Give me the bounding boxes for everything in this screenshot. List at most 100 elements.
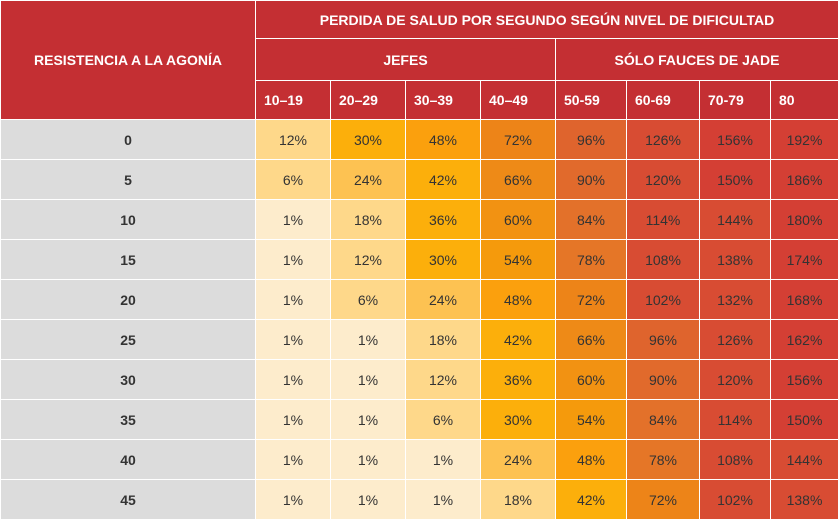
health-loss-cell: 72% <box>555 279 627 320</box>
health-loss-cell: 108% <box>626 239 700 280</box>
range-header: 20–29 <box>330 80 406 120</box>
resistance-value: 15 <box>0 239 256 280</box>
resistance-value: 40 <box>0 439 256 480</box>
health-loss-cell: 84% <box>555 199 627 240</box>
health-loss-cell: 1% <box>330 479 406 520</box>
health-loss-cell: 96% <box>555 119 627 160</box>
range-header: 10–19 <box>255 80 331 120</box>
health-loss-cell: 144% <box>699 199 771 240</box>
health-loss-cell: 60% <box>555 359 627 400</box>
table-row: 5 6% 24% 42% 66% 90% 120% 150% 186% <box>0 159 838 200</box>
health-loss-cell: 48% <box>405 119 481 160</box>
health-loss-cell: 54% <box>555 399 627 440</box>
resistance-value: 20 <box>0 279 256 320</box>
resistance-value: 45 <box>0 479 256 520</box>
health-loss-cell: 72% <box>626 479 700 520</box>
health-loss-cell: 96% <box>626 319 700 360</box>
health-loss-cell: 90% <box>555 159 627 200</box>
health-loss-cell: 48% <box>480 279 556 320</box>
table-row: 15 1% 12% 30% 54% 78% 108% 138% 174% <box>0 239 838 280</box>
range-header: 80 <box>769 80 838 120</box>
health-loss-cell: 24% <box>405 279 481 320</box>
group-header-bosses: JEFES <box>255 38 556 81</box>
resistance-value: 25 <box>0 319 256 360</box>
health-loss-cell: 36% <box>405 199 481 240</box>
health-loss-cell: 1% <box>405 439 481 480</box>
health-loss-cell: 126% <box>626 119 700 160</box>
health-loss-cell: 168% <box>769 279 838 320</box>
health-loss-cell: 1% <box>255 479 331 520</box>
resistance-value: 35 <box>0 399 256 440</box>
health-loss-cell: 156% <box>769 359 838 400</box>
health-loss-cell: 120% <box>699 359 771 400</box>
health-loss-cell: 108% <box>699 439 771 480</box>
health-loss-cell: 114% <box>699 399 771 440</box>
table-row: 20 1% 6% 24% 48% 72% 102% 132% 168% <box>0 279 838 320</box>
resistance-column-header: RESISTENCIA A LA AGONÍA <box>0 0 256 120</box>
health-loss-cell: 66% <box>480 159 556 200</box>
health-loss-cell: 54% <box>480 239 556 280</box>
health-loss-cell: 30% <box>480 399 556 440</box>
health-loss-cell: 42% <box>555 479 627 520</box>
health-loss-cell: 30% <box>330 119 406 160</box>
health-loss-cell: 114% <box>626 199 700 240</box>
health-loss-cell: 24% <box>480 439 556 480</box>
health-loss-cell: 1% <box>255 319 331 360</box>
health-loss-cell: 144% <box>769 439 838 480</box>
health-loss-cell: 162% <box>769 319 838 360</box>
health-loss-cell: 1% <box>330 359 406 400</box>
health-loss-cell: 12% <box>330 239 406 280</box>
health-loss-cell: 156% <box>699 119 771 160</box>
health-loss-cell: 150% <box>769 399 838 440</box>
health-loss-cell: 138% <box>699 239 771 280</box>
health-loss-cell: 42% <box>480 319 556 360</box>
health-loss-cell: 180% <box>769 199 838 240</box>
health-loss-cell: 6% <box>330 279 406 320</box>
health-loss-cell: 18% <box>330 199 406 240</box>
table-row: 45 1% 1% 1% 18% 42% 72% 102% 138% <box>0 479 838 520</box>
health-loss-cell: 84% <box>626 399 700 440</box>
health-loss-cell: 150% <box>699 159 771 200</box>
health-loss-cell: 6% <box>405 399 481 440</box>
range-header: 50-59 <box>555 80 627 120</box>
health-loss-cell: 1% <box>255 199 331 240</box>
health-loss-cell: 1% <box>255 239 331 280</box>
health-loss-cell: 102% <box>699 479 771 520</box>
table-row: 30 1% 1% 12% 36% 60% 90% 120% 156% <box>0 359 838 400</box>
health-loss-cell: 36% <box>480 359 556 400</box>
health-loss-cell: 72% <box>480 119 556 160</box>
range-header: 40–49 <box>480 80 556 120</box>
health-loss-cell: 66% <box>555 319 627 360</box>
health-loss-cell: 78% <box>626 439 700 480</box>
health-loss-cell: 1% <box>330 319 406 360</box>
health-loss-cell: 60% <box>480 199 556 240</box>
health-loss-cell: 1% <box>255 439 331 480</box>
table-title: PERDIDA DE SALUD POR SEGUNDO SEGÚN NIVEL… <box>254 0 838 39</box>
health-loss-cell: 1% <box>405 479 481 520</box>
health-loss-cell: 42% <box>405 159 481 200</box>
health-loss-cell: 1% <box>255 279 331 320</box>
health-loss-cell: 1% <box>330 439 406 480</box>
health-loss-cell: 6% <box>255 159 331 200</box>
range-header: 30–39 <box>405 80 481 120</box>
health-loss-cell: 78% <box>555 239 627 280</box>
health-loss-cell: 90% <box>626 359 700 400</box>
resistance-value: 30 <box>0 359 256 400</box>
health-loss-cell: 126% <box>699 319 771 360</box>
health-loss-cell: 102% <box>626 279 700 320</box>
health-loss-cell: 192% <box>769 119 838 160</box>
resistance-value: 0 <box>0 119 256 160</box>
health-loss-cell: 12% <box>405 359 481 400</box>
table-row: 25 1% 1% 18% 42% 66% 96% 126% 162% <box>0 319 838 360</box>
range-header: 60-69 <box>626 80 700 120</box>
health-loss-cell: 48% <box>555 439 627 480</box>
table-row: 0 12% 30% 48% 72% 96% 126% 156% 192% <box>0 119 838 160</box>
health-loss-cell: 1% <box>330 399 406 440</box>
resistance-value: 5 <box>0 159 256 200</box>
health-loss-cell: 132% <box>699 279 771 320</box>
table-row: 35 1% 1% 6% 30% 54% 84% 114% 150% <box>0 399 838 440</box>
range-header: 70-79 <box>699 80 771 120</box>
health-loss-cell: 186% <box>769 159 838 200</box>
health-loss-cell: 24% <box>330 159 406 200</box>
